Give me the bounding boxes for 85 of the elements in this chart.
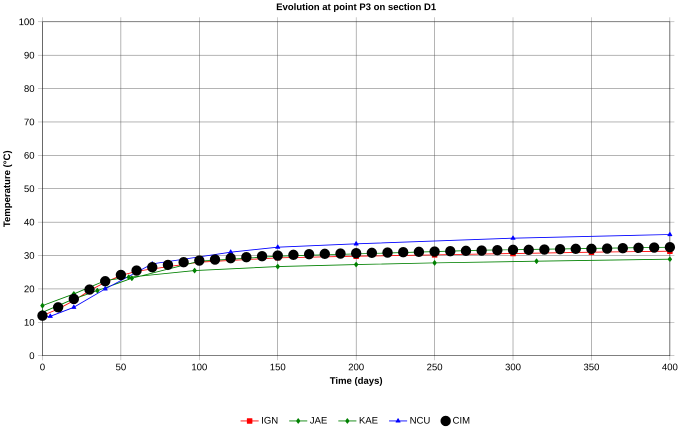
y-tick-label: 50 <box>24 185 34 192</box>
point <box>534 258 539 264</box>
y-tick-label: 80 <box>24 85 34 92</box>
point <box>554 244 566 254</box>
x-tick-label: 250 <box>427 363 442 370</box>
point <box>460 246 472 256</box>
point <box>256 250 268 262</box>
chart-title: Evolution at point P3 on section D1 <box>276 3 436 12</box>
y-tick-label: 60 <box>24 152 34 159</box>
point <box>510 235 516 240</box>
point <box>445 246 456 256</box>
x-tick-label: 400 <box>662 363 678 370</box>
y-tick-label: 70 <box>24 118 34 126</box>
point <box>162 260 174 270</box>
point <box>147 262 158 272</box>
point <box>194 255 205 266</box>
point <box>48 313 53 318</box>
point <box>570 244 581 254</box>
point <box>476 245 487 256</box>
x-tick-label: 150 <box>270 363 286 370</box>
point <box>131 265 142 276</box>
point <box>100 276 110 286</box>
legend-label: IGN <box>262 416 278 424</box>
point <box>667 232 672 236</box>
point <box>95 288 100 294</box>
legend-label: KAE <box>360 416 378 424</box>
point <box>241 252 252 262</box>
point <box>382 247 393 258</box>
point <box>429 246 440 257</box>
point <box>40 302 45 308</box>
point <box>602 243 612 254</box>
point <box>354 262 358 268</box>
y-tick-label: 20 <box>24 285 34 292</box>
x-tick-label: 200 <box>348 363 364 370</box>
x-tick-label: 300 <box>505 363 521 370</box>
x-tick-label: 100 <box>192 363 207 370</box>
y-tick-label: 40 <box>24 218 34 226</box>
point <box>126 274 131 280</box>
legend-label: JAE <box>310 416 327 424</box>
point <box>648 242 660 253</box>
point <box>178 256 189 268</box>
point <box>68 294 80 304</box>
x-axis-title: Time (days) <box>330 376 382 386</box>
point <box>225 252 236 264</box>
point <box>492 244 503 256</box>
point <box>586 244 597 254</box>
x-tick-label: 50 <box>116 363 126 370</box>
x-tick-label: 0 <box>40 363 45 370</box>
point <box>192 268 197 274</box>
x-tick-label: 350 <box>584 363 600 370</box>
point <box>398 246 408 258</box>
y-tick-label: 0 <box>30 352 34 359</box>
point <box>275 244 280 249</box>
point <box>116 270 126 280</box>
point <box>414 246 424 257</box>
y-tick-label: 100 <box>19 18 34 26</box>
legend-label: NCU <box>410 416 430 424</box>
y-tick-label: 90 <box>24 52 34 58</box>
point <box>524 244 534 255</box>
point <box>633 242 644 253</box>
y-tick-label: 30 <box>24 252 34 259</box>
y-tick-label: 10 <box>24 318 34 326</box>
point <box>320 248 330 259</box>
point <box>335 248 346 259</box>
point <box>432 260 437 266</box>
point <box>539 244 550 255</box>
point <box>37 310 48 321</box>
point <box>668 256 672 262</box>
point <box>508 244 518 255</box>
point <box>52 302 64 312</box>
legend-label: CIM <box>453 416 470 424</box>
point <box>130 275 134 281</box>
point <box>84 284 95 295</box>
y-axis-title: Temperature (°C) <box>3 150 12 227</box>
point <box>288 250 299 260</box>
point <box>618 242 628 254</box>
point <box>350 248 362 258</box>
point <box>71 304 76 309</box>
point <box>210 254 220 265</box>
point <box>354 240 359 246</box>
point <box>366 248 378 258</box>
point <box>304 248 314 260</box>
point <box>102 286 108 290</box>
point <box>276 264 280 270</box>
point <box>272 250 283 261</box>
